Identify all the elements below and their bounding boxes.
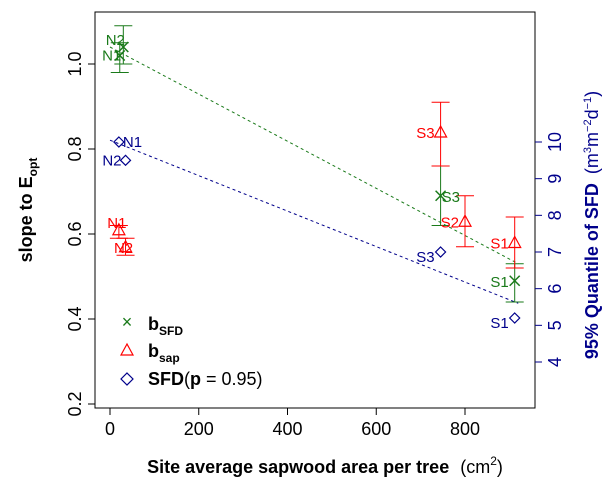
x-axis-title: Site average sapwood area per tree (cm2) <box>147 454 503 477</box>
y-left-tick-label: 0.8 <box>65 136 85 161</box>
x-tick-label: 800 <box>450 419 480 439</box>
y-left-tick-label: 0.4 <box>65 306 85 331</box>
marker-bsap <box>111 222 126 236</box>
y-left-title-sub: opt <box>26 158 40 177</box>
point-label-bsfd: N2 <box>106 32 125 49</box>
y-right-title-mid: m <box>582 132 602 147</box>
y-axis-left: 0.2 0.4 0.6 0.8 1.0 <box>65 51 95 417</box>
y-right-title-main: 95% Quantile of SFD <box>582 183 602 359</box>
point-label-bsap: N2 <box>114 240 133 257</box>
y-axis-left-title: slope to Eopt <box>16 158 40 263</box>
plot-frame <box>94 11 536 409</box>
y-axis-right: 4 5 6 7 8 9 10 <box>535 132 565 367</box>
point-label-bsfd: N1 <box>102 48 121 65</box>
y-left-tick-label: 0.6 <box>65 221 85 246</box>
marker-bsfd <box>114 49 126 62</box>
marker-bsap <box>118 239 133 253</box>
x-tick-label: 200 <box>184 419 214 439</box>
legend-marker-bsfd: × <box>122 312 133 332</box>
x-axis-title-main: Site average sapwood area per tree <box>147 457 449 477</box>
point-label-sfd: S3 <box>416 249 434 266</box>
y-right-tick-label: 8 <box>545 210 565 220</box>
y-right-title-unit: (m <box>582 153 602 174</box>
marker-sfd <box>434 246 447 258</box>
marker-bsap <box>433 124 448 138</box>
y-right-tick-label: 4 <box>545 357 565 367</box>
marker-bsfd <box>117 41 129 53</box>
fit-lines <box>109 46 519 304</box>
y-right-title-sup1: 3 <box>582 147 594 153</box>
y-right-title-end: d <box>582 109 602 119</box>
point-label-sfd: N1 <box>123 134 142 151</box>
point-label-sfd: N2 <box>102 152 121 169</box>
y-right-tick-label: 9 <box>545 174 565 184</box>
error-bars <box>109 25 524 303</box>
x-tick-label: 400 <box>272 419 302 439</box>
point-label-bsap: N1 <box>107 215 126 232</box>
x-tick-label: 600 <box>361 419 391 439</box>
y-right-tick-label: 6 <box>545 284 565 294</box>
marker-bsap <box>507 235 522 249</box>
y-right-title-sup2: −2 <box>582 119 594 132</box>
data-markers <box>111 41 522 324</box>
y-right-title-close: ) <box>582 91 602 97</box>
y-left-tick-label: 0.2 <box>65 391 85 416</box>
legend-label-sfd: SFD(p = 0.95) <box>148 369 263 389</box>
y-left-title-main: slope to E <box>16 176 36 262</box>
legend: × bSFD bsap SFD(p = 0.95) <box>119 312 263 389</box>
legend-label-bsfd: bSFD <box>148 314 183 338</box>
x-axis-title-unit-end: ) <box>497 457 503 477</box>
y-right-tick-label: 5 <box>545 320 565 330</box>
fit-line-sfd <box>109 139 519 304</box>
y-right-tick-label: 10 <box>545 132 565 152</box>
legend-marker-bsap <box>119 342 135 356</box>
point-label-bsap: S2 <box>441 214 459 231</box>
y-axis-right-title: 95% Quantile of SFD (m3m−2d−1) <box>582 91 602 359</box>
marker-sfd <box>113 136 125 148</box>
legend-marker-sfd <box>120 372 134 386</box>
y-right-tick-label: 7 <box>545 247 565 257</box>
point-label-bsap: S3 <box>416 125 434 142</box>
x-axis: 0 200 400 600 800 <box>105 407 480 439</box>
fit-line-bsfd <box>109 46 519 265</box>
point-label-bsap: S1 <box>490 236 508 253</box>
marker-sfd <box>119 154 132 167</box>
point-label-bsfd: S3 <box>442 189 460 206</box>
x-axis-title-unit: (cm <box>460 457 490 477</box>
x-tick-label: 0 <box>105 419 115 439</box>
marker-bsap <box>457 213 473 227</box>
point-label-sfd: S1 <box>490 315 508 332</box>
marker-bsfd <box>509 275 521 287</box>
marker-sfd <box>508 312 521 324</box>
y-right-title-sup3: −1 <box>582 97 594 110</box>
point-label-bsfd: S1 <box>490 274 508 291</box>
legend-label-bsap: bsap <box>148 341 180 365</box>
x-axis-title-unit-sup: 2 <box>490 454 497 468</box>
y-left-tick-label: 1.0 <box>65 51 85 76</box>
marker-bsfd <box>435 190 447 202</box>
